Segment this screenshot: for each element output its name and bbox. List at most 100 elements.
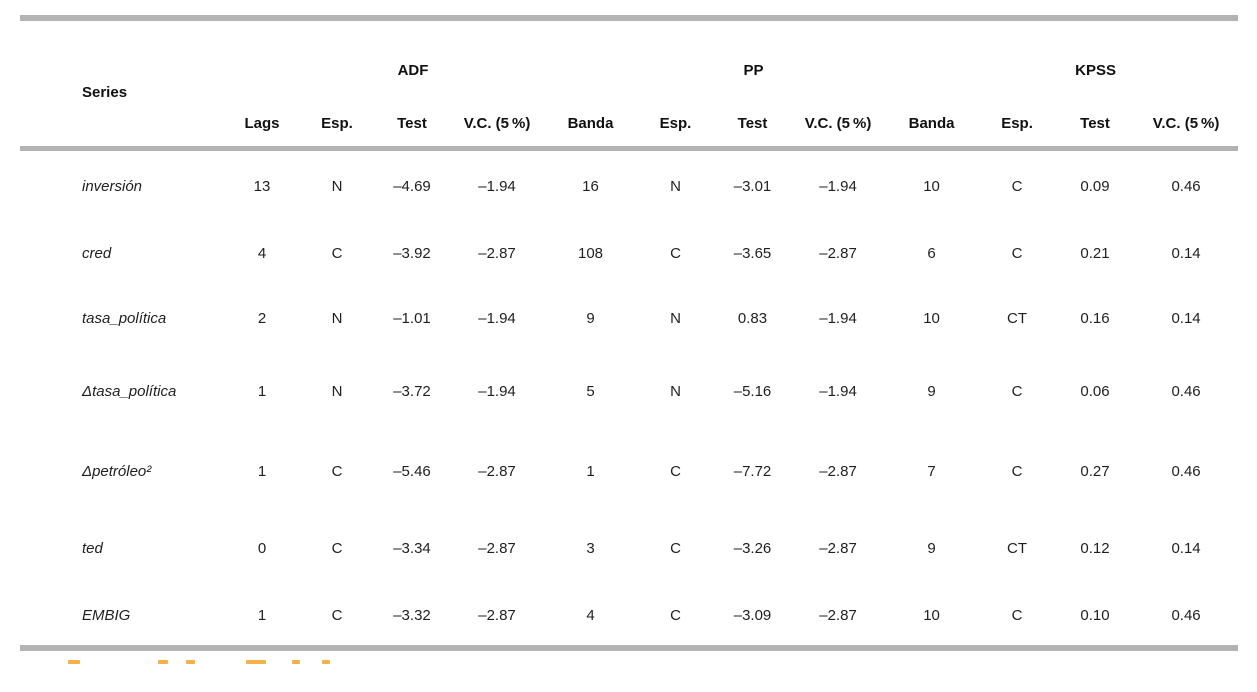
table-row: Δtasa_política 1 N –3.72 –1.94 5 N –5.16… xyxy=(20,352,1238,430)
cell: C xyxy=(670,540,681,557)
cell: 3 xyxy=(586,540,595,557)
cell: –2.87 xyxy=(478,244,516,262)
series-name: Δpetróleo² xyxy=(82,462,152,480)
cell: C xyxy=(670,606,681,624)
cell: –1.94 xyxy=(819,177,857,195)
series-name: Δtasa_política xyxy=(82,382,177,400)
cell: 9 xyxy=(586,309,595,327)
table-row: Δpetróleo² 1 C –5.46 –2.87 1 C –7.72 –2.… xyxy=(20,430,1238,512)
top-rule xyxy=(20,15,1238,21)
table-row: cred 4 C –3.92 –2.87 108 C –3.65 –2.87 6… xyxy=(20,222,1238,284)
cell: C xyxy=(331,462,343,480)
cell: –1.94 xyxy=(819,309,857,327)
cell: C xyxy=(1011,462,1023,480)
cell: 9 xyxy=(927,382,936,400)
cell: –1.94 xyxy=(478,382,516,400)
cell: 0.06 xyxy=(1080,382,1110,400)
col-header-kpss-banda: Banda xyxy=(908,114,955,132)
series-name: ted xyxy=(82,540,103,557)
clipped-footnote xyxy=(20,658,1238,669)
footnote-fragment xyxy=(68,660,80,664)
cell: –5.46 xyxy=(393,462,431,480)
cell: –2.87 xyxy=(819,606,857,624)
col-header-pp-banda: Banda xyxy=(567,114,614,132)
cell: 0.46 xyxy=(1171,177,1201,195)
cell: –7.72 xyxy=(733,462,772,480)
col-header-kpss-vc: V.C. (5 %) xyxy=(1152,114,1220,132)
cell: 16 xyxy=(582,177,599,195)
cell: –1.01 xyxy=(393,309,431,327)
cell: 0.46 xyxy=(1171,382,1201,400)
cell: –1.94 xyxy=(478,177,516,195)
cell: 0.83 xyxy=(737,309,768,327)
cell: –2.87 xyxy=(819,244,857,262)
cell: 9 xyxy=(927,540,936,557)
cell: CT xyxy=(1007,540,1028,557)
group-header-row: Series ADF PP KPSS xyxy=(20,21,1238,101)
cell: 4 xyxy=(586,606,595,624)
cell: N xyxy=(331,382,343,400)
cell: CT xyxy=(1007,309,1028,327)
cell: N xyxy=(670,382,681,400)
cell: 0.46 xyxy=(1171,462,1201,480)
col-header-adf-test: Test xyxy=(397,114,427,132)
cell: –3.01 xyxy=(733,177,772,195)
series-name: inversión xyxy=(82,177,143,195)
cell: –3.09 xyxy=(733,606,772,624)
cell: 0.09 xyxy=(1080,177,1110,195)
series-name: cred xyxy=(82,244,112,262)
col-header-adf-lags: Lags xyxy=(244,114,280,132)
cell: 2 xyxy=(257,309,267,327)
cell: C xyxy=(331,606,343,624)
cell: 10 xyxy=(923,309,940,327)
cell: 1 xyxy=(257,462,267,480)
cell: 6 xyxy=(927,244,936,262)
footnote-fragment xyxy=(246,660,266,664)
cell: C xyxy=(331,244,343,262)
cell: 0.14 xyxy=(1171,540,1201,557)
footnote-fragment xyxy=(292,660,300,664)
col-header-pp-esp: Esp. xyxy=(659,114,692,132)
cell: 5 xyxy=(586,382,595,400)
table-row: EMBIG 1 C –3.32 –2.87 4 C –3.09 –2.87 10… xyxy=(20,585,1238,648)
series-name: tasa_política xyxy=(82,309,167,327)
cell: –3.65 xyxy=(733,244,772,262)
col-header-pp-test: Test xyxy=(737,114,768,132)
cell: –3.72 xyxy=(393,382,431,400)
group-header-kpss: KPSS xyxy=(1075,61,1116,79)
series-name: EMBIG xyxy=(82,606,131,624)
cell: C xyxy=(670,462,681,480)
cell: 0 xyxy=(257,540,267,557)
cell: –2.87 xyxy=(478,606,516,624)
cell: –1.94 xyxy=(819,382,857,400)
cell: 10 xyxy=(923,177,940,195)
cell: –1.94 xyxy=(478,309,516,327)
cell: –2.87 xyxy=(819,540,857,557)
cell: C xyxy=(1011,177,1023,195)
cell: C xyxy=(1011,606,1023,624)
cell: N xyxy=(331,309,343,327)
cell: C xyxy=(1011,244,1023,262)
cell: –3.34 xyxy=(393,540,431,557)
footnote-fragment xyxy=(158,660,168,664)
series-column-header: Series xyxy=(82,83,128,101)
col-header-kpss-test: Test xyxy=(1080,114,1110,132)
table-row: ted 0 C –3.34 –2.87 3 C –3.26 –2.87 9 CT… xyxy=(20,512,1238,585)
table-row: tasa_política 2 N –1.01 –1.94 9 N 0.83 –… xyxy=(20,284,1238,352)
col-header-pp-vc: V.C. (5 %) xyxy=(804,114,872,132)
group-header-pp: PP xyxy=(743,61,764,79)
cell: 0.10 xyxy=(1080,606,1110,624)
cell: –2.87 xyxy=(478,462,516,480)
cell: 0.14 xyxy=(1171,309,1201,327)
footnote-fragment xyxy=(322,660,330,664)
cell: –2.87 xyxy=(819,462,857,480)
table-row: inversión 13 N –4.69 –1.94 16 N –3.01 –1… xyxy=(20,148,1238,222)
cell: 0.46 xyxy=(1171,606,1201,624)
cell: N xyxy=(670,177,681,195)
cell: 1 xyxy=(586,462,595,480)
cell: 1 xyxy=(257,382,267,400)
subheader-row: Lags Esp. Test V.C. (5 %) Banda Esp. Tes… xyxy=(20,101,1238,148)
cell: –2.87 xyxy=(478,540,516,557)
cell: –4.69 xyxy=(393,177,431,195)
cell: 4 xyxy=(257,244,267,262)
